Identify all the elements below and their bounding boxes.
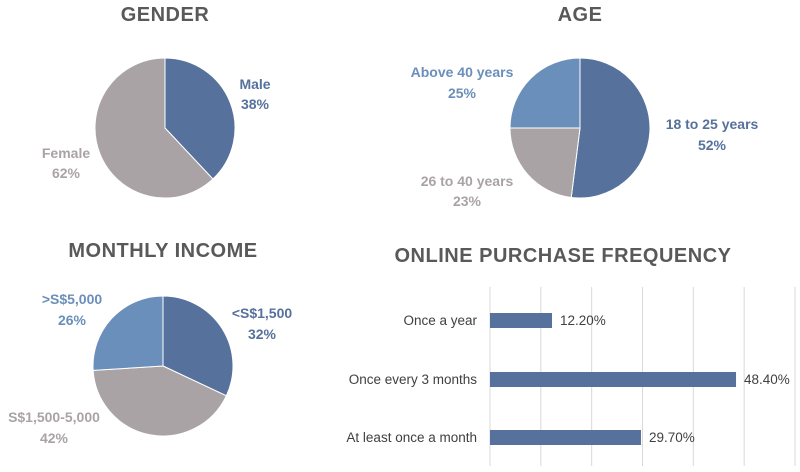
pie-slice-under-1500: [162, 295, 234, 397]
age-pie: [509, 57, 651, 199]
bar-category-label: At least once a month: [346, 430, 477, 445]
income-label-over-5000-pct: 26%: [58, 312, 87, 328]
income-pie: [92, 295, 234, 437]
bar-category-label: Once a year: [403, 313, 477, 328]
pie-slice-above-40: [509, 57, 581, 129]
gender-chart-title: GENDER: [121, 4, 210, 26]
age-label-26-40-pct: 23%: [453, 193, 482, 209]
purchase-frequency-title: ONLINE PURCHASE FREQUENCY: [395, 245, 732, 267]
pie-slice-over-5000: [92, 295, 164, 371]
income-label-under-1500-pct: 32%: [248, 326, 277, 342]
pie-slice-1500-5000: [92, 365, 228, 437]
pie-slice-female: [94, 57, 214, 199]
income-label-under-1500-name: <S$1,500: [232, 305, 293, 321]
bar: [490, 372, 737, 387]
pie-slice-18-to-25: [570, 57, 651, 199]
gender-label-male-name: Male: [239, 76, 270, 92]
bar-value-label: 29.70%: [649, 430, 695, 445]
bar-value-label: 12.20%: [560, 313, 606, 328]
gender-label-female-name: Female: [42, 145, 90, 161]
age-chart-title: AGE: [558, 4, 603, 26]
bar: [490, 430, 641, 445]
pie-slice-male: [164, 57, 236, 180]
gender-label-female-pct: 62%: [52, 165, 81, 181]
gender-label-male-pct: 38%: [241, 96, 270, 112]
age-label-18-25-pct: 52%: [698, 137, 727, 153]
pie-slice-26-to-40: [509, 127, 581, 199]
age-label-above-40-name: Above 40 years: [411, 64, 514, 80]
bar: [490, 313, 553, 328]
income-chart-title: MONTHLY INCOME: [68, 240, 257, 262]
income-label-1500-5000-name: S$1,500-5,000: [8, 409, 100, 425]
income-label-over-5000-name: >S$5,000: [42, 291, 103, 307]
bar-value-label: 48.40%: [744, 372, 790, 387]
age-label-18-25-name: 18 to 25 years: [666, 116, 759, 132]
age-label-above-40-pct: 25%: [448, 85, 477, 101]
gender-pie: [94, 57, 236, 199]
purchase-frequency-bar-chart: Once a year Once every 3 months At least…: [346, 287, 796, 466]
bar-category-label: Once every 3 months: [349, 372, 478, 387]
age-label-26-40-name: 26 to 40 years: [421, 173, 514, 189]
income-label-1500-5000-pct: 42%: [40, 430, 69, 446]
